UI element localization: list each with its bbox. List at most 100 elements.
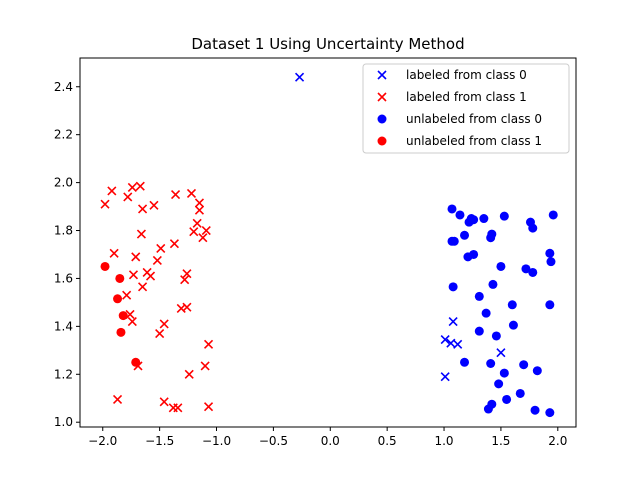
circle-marker-point <box>507 300 517 310</box>
x-marker-point <box>127 182 137 192</box>
x-marker-point <box>155 328 165 339</box>
y-tick-label: 1.8 <box>54 224 73 238</box>
x-marker-point <box>138 282 148 292</box>
y-tick-label: 1.6 <box>54 271 73 285</box>
x-marker-point <box>122 290 132 300</box>
x-tick-label: 0.5 <box>378 434 397 448</box>
circle-marker-point <box>100 261 110 271</box>
circle-marker-point <box>488 279 498 289</box>
legend: labeled from class 0 labeled from class 1… <box>362 63 570 154</box>
x-marker-point <box>448 317 458 327</box>
circle-marker-point <box>515 388 525 398</box>
circle-marker-point <box>116 327 126 337</box>
x-marker-point <box>169 239 179 249</box>
x-marker-point <box>198 233 208 243</box>
x-marker-point <box>100 199 110 209</box>
circle-marker-point <box>521 264 531 274</box>
circle-marker-point <box>494 379 504 389</box>
x-marker-point <box>149 200 159 210</box>
circle-marker-point <box>528 267 538 277</box>
x-marker-point <box>194 198 205 208</box>
x-marker-point <box>203 402 214 412</box>
circle-marker-point <box>491 331 501 341</box>
y-axis-ticks: 1.0 1.2 1.4 1.6 1.8 2.0 2.2 2.4 <box>54 80 80 429</box>
y-tick-label: 1.4 <box>54 319 73 333</box>
legend-label: labeled from class 1 <box>406 90 527 104</box>
x-marker-point <box>136 229 146 239</box>
circle-marker-point <box>528 223 538 233</box>
x-tick-label: 0.0 <box>321 434 340 448</box>
chart-title: Dataset 1 Using Uncertainty Method <box>191 35 464 53</box>
y-tick-label: 2.0 <box>54 176 73 190</box>
x-marker-point <box>112 394 123 405</box>
legend-marker <box>377 70 387 80</box>
circle-marker-point <box>447 204 457 214</box>
x-marker-point <box>170 190 181 200</box>
x-tick-label: −0.5 <box>259 434 288 448</box>
circle-marker-point <box>474 291 484 301</box>
x-tick-label: −2.0 <box>88 434 117 448</box>
x-marker-point <box>176 303 186 313</box>
series-0 <box>294 72 506 382</box>
x-marker-point <box>127 317 137 327</box>
legend-label: labeled from class 0 <box>406 68 527 82</box>
y-tick-label: 1.0 <box>54 415 73 429</box>
y-tick-label: 2.4 <box>54 80 73 94</box>
x-marker-point <box>173 403 183 413</box>
x-marker-point <box>128 270 139 280</box>
series-3 <box>100 261 141 367</box>
legend-box <box>362 63 570 154</box>
circle-marker-point <box>118 311 128 321</box>
x-marker-point <box>182 269 192 279</box>
circle-marker-point <box>455 210 465 220</box>
circle-marker-point <box>113 294 123 304</box>
x-marker-point <box>131 252 141 262</box>
circle-marker-point <box>479 214 489 224</box>
x-marker-point <box>180 275 190 285</box>
x-marker-point <box>186 188 197 198</box>
x-marker-point <box>138 204 148 214</box>
x-marker-point <box>184 369 194 379</box>
y-tick-label: 1.2 <box>54 367 73 381</box>
series-2 <box>447 204 558 418</box>
circle-marker-point <box>502 394 512 404</box>
circle-marker-point <box>449 236 459 246</box>
circle-marker-point <box>530 405 540 415</box>
x-marker-point <box>123 192 133 202</box>
circle-marker-point <box>545 300 555 310</box>
x-marker-point <box>440 372 450 382</box>
circle-marker-point <box>115 273 125 283</box>
circle-marker-point <box>519 360 529 370</box>
x-marker-point <box>192 218 202 228</box>
plot-area <box>79 57 577 428</box>
x-marker-point <box>453 339 463 349</box>
y-tick-label: 2.2 <box>54 128 73 142</box>
x-marker-point <box>152 255 162 266</box>
series-1 <box>100 181 214 413</box>
x-tick-label: −1.5 <box>145 434 174 448</box>
x-axis-ticks: −2.0 −1.5 −1.0 −0.5 0.0 0.5 1.0 1.5 2.0 <box>88 427 567 448</box>
circle-marker-point <box>460 357 470 367</box>
x-marker-point <box>200 361 210 371</box>
circle-marker-point <box>448 282 458 292</box>
x-marker-point <box>145 271 156 281</box>
plot-frame <box>79 57 577 428</box>
circle-marker-point <box>499 211 509 221</box>
legend-marker <box>377 114 387 124</box>
circle-marker-point <box>548 210 558 220</box>
circle-marker-point <box>131 357 141 367</box>
x-marker-point <box>194 205 205 215</box>
circle-marker-point <box>481 308 491 318</box>
legend-marker <box>377 136 387 146</box>
circle-marker-point <box>545 248 555 258</box>
circle-marker-point <box>486 359 496 369</box>
x-marker-point <box>440 334 450 345</box>
circle-marker-point <box>486 233 496 243</box>
x-marker-point <box>189 227 199 237</box>
x-marker-point <box>135 181 145 191</box>
x-tick-label: 2.0 <box>548 434 567 448</box>
x-marker-point <box>107 186 117 196</box>
x-marker-point <box>159 319 169 329</box>
legend-label: unlabeled from class 1 <box>406 134 542 148</box>
